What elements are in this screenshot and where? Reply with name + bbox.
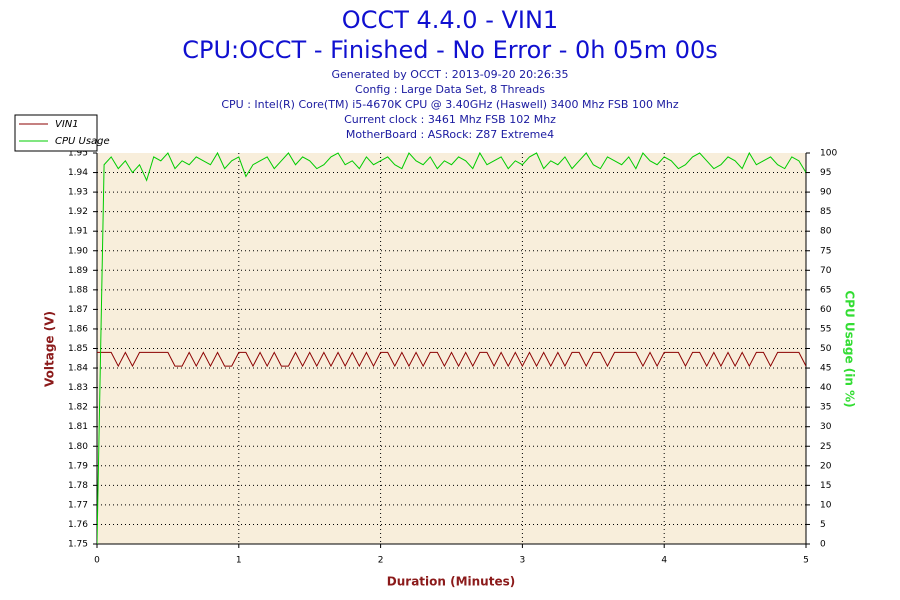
y-tick-label: 1.80 <box>68 442 88 452</box>
y-tick-label: 1.79 <box>68 461 88 471</box>
legend-box <box>14 114 98 152</box>
y2-tick-label: 5 <box>820 520 826 530</box>
chart-title: OCCT 4.4.0 - VIN1 <box>342 6 558 34</box>
legend-label: CPU Usage <box>55 136 110 147</box>
y-tick-label: 1.86 <box>68 324 88 334</box>
y2-tick-label: 95 <box>820 168 831 178</box>
series-line <box>97 151 806 545</box>
x-tick-label: 0 <box>94 556 100 566</box>
x-axis-label: Duration (Minutes) <box>387 575 515 589</box>
y2-tick-label: 20 <box>820 461 832 471</box>
y-tick-label: 1.84 <box>68 364 88 374</box>
info-line: Current clock : 3461 Mhz FSB 102 Mhz <box>344 113 556 126</box>
y2-tick-label: 30 <box>820 422 832 432</box>
y-tick-label: 1.75 <box>68 540 88 550</box>
legend-label: VIN1 <box>55 119 79 130</box>
y-tick-label: 1.81 <box>68 422 88 432</box>
x-tick-label: 3 <box>520 556 526 566</box>
y2-tick-label: 90 <box>820 188 832 198</box>
y-tick-label: 1.93 <box>68 188 88 198</box>
y-tick-label: 1.94 <box>68 168 88 178</box>
y-tick-label: 1.85 <box>68 344 88 354</box>
x-tick-label: 4 <box>661 556 667 566</box>
info-line: MotherBoard : ASRock: Z87 Extreme4 <box>346 128 554 141</box>
y2-tick-label: 0 <box>820 540 826 550</box>
y2-tick-label: 50 <box>820 344 832 354</box>
y-tick-label: 1.91 <box>68 227 88 237</box>
series-line <box>97 351 806 368</box>
y-tick-label: 1.88 <box>68 285 88 295</box>
y-tick-label: 1.92 <box>68 207 88 217</box>
chart-subtitle: CPU:OCCT - Finished - No Error - 0h 05m … <box>182 36 718 64</box>
plot-area <box>97 153 806 544</box>
y2-tick-label: 35 <box>820 403 831 413</box>
y-tick-label: 1.95 <box>68 149 88 159</box>
x-tick-label: 2 <box>378 556 384 566</box>
y2-tick-label: 15 <box>820 481 831 491</box>
y2-tick-label: 85 <box>820 207 831 217</box>
y-tick-label: 1.82 <box>68 403 88 413</box>
info-line: Config : Large Data Set, 8 Threads <box>355 83 545 96</box>
y-tick-label: 1.89 <box>68 266 88 276</box>
y2-axis-label: CPU Usage (in %) <box>843 290 857 407</box>
y-axis-label: Voltage (V) <box>43 311 57 387</box>
y2-tick-label: 80 <box>820 227 832 237</box>
y-tick-label: 1.77 <box>68 500 88 510</box>
y-tick-label: 1.87 <box>68 305 88 315</box>
y2-tick-label: 100 <box>820 149 837 159</box>
y-tick-label: 1.90 <box>68 246 88 256</box>
y2-tick-label: 55 <box>820 324 831 334</box>
y2-tick-label: 10 <box>820 500 832 510</box>
y2-tick-label: 25 <box>820 442 831 452</box>
y2-tick-label: 45 <box>820 364 831 374</box>
info-line: CPU : Intel(R) Core(TM) i5-4670K CPU @ 3… <box>221 98 679 111</box>
y-tick-label: 1.76 <box>68 520 88 530</box>
y2-tick-label: 70 <box>820 266 832 276</box>
y-tick-label: 1.83 <box>68 383 88 393</box>
y-tick-label: 1.78 <box>68 481 88 491</box>
x-tick-label: 1 <box>236 556 242 566</box>
y2-tick-label: 65 <box>820 285 831 295</box>
y2-tick-label: 75 <box>820 246 831 256</box>
x-tick-label: 5 <box>803 556 809 566</box>
y2-tick-label: 40 <box>820 383 832 393</box>
y2-tick-label: 60 <box>820 305 832 315</box>
info-line: Generated by OCCT : 2013-09-20 20:26:35 <box>331 68 568 81</box>
